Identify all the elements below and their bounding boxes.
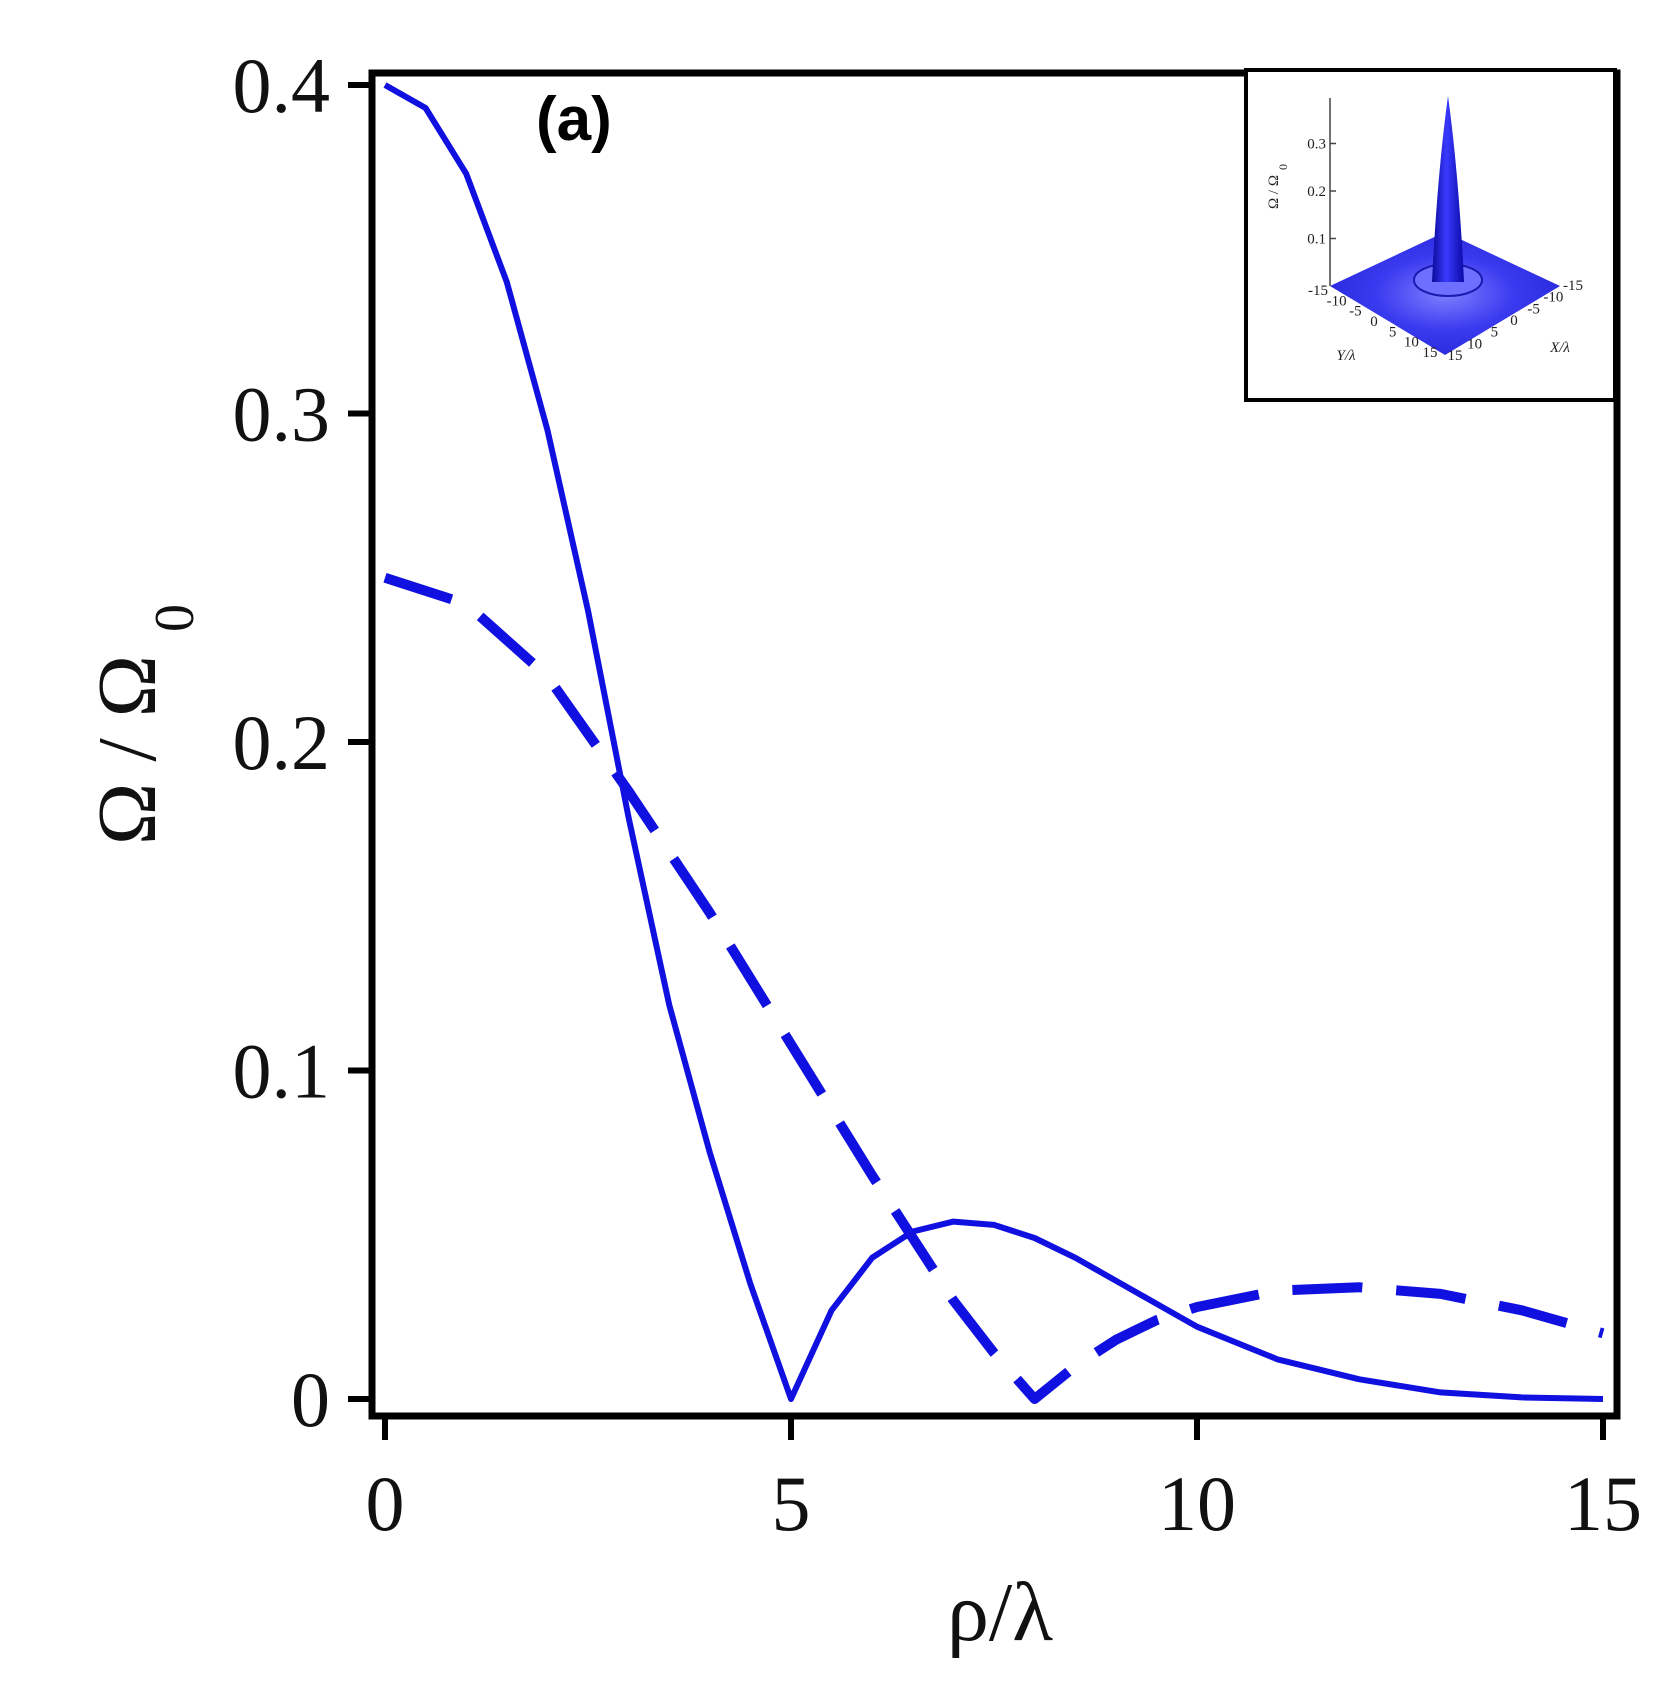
inset-y-tick-label: 15 [1423, 345, 1438, 361]
inset-z-label: Ω / Ω [1266, 175, 1282, 209]
y-tick-label: 0.2 [233, 699, 331, 786]
inset-x-tick-label: 0 [1510, 313, 1518, 329]
inset-x-tick-label: -10 [1543, 290, 1563, 306]
y-axis-label-group: Ω / Ω 0 [81, 604, 206, 845]
inset-peak [1432, 96, 1464, 282]
x-tick-label: 15 [1564, 1460, 1642, 1547]
inset-z-ticks: 0.1 0.2 0.3 [1307, 137, 1336, 248]
series-layer [383, 82, 1605, 1404]
inset-y-tick-label: -15 [1308, 283, 1328, 299]
inset-z-label-subscript: 0 [1276, 164, 1290, 170]
x-tick-label: 10 [1158, 1460, 1236, 1547]
x-axis-ticks: 0 5 10 15 [366, 1416, 1642, 1547]
y-axis-label-subscript: 0 [144, 604, 206, 632]
inset-z-tick-label: 0.3 [1307, 137, 1326, 153]
solid-series-line [383, 82, 1604, 1402]
dashed-series-line [383, 573, 1605, 1404]
inset-x-tick-label: 15 [1448, 348, 1463, 364]
inset-y-tick-label: -5 [1349, 304, 1362, 320]
inset-y-tick-label: 5 [1389, 324, 1397, 340]
y-tick-label: 0.4 [233, 42, 331, 129]
inset-x-label: X/λ [1549, 340, 1570, 356]
inset-z-label-group: Ω / Ω 0 [1266, 164, 1290, 209]
inset-x-tick-label: -5 [1527, 301, 1540, 317]
inset-y-label: Y/λ [1336, 348, 1356, 364]
inset-z-tick-label: 0.2 [1307, 184, 1326, 200]
y-axis-ticks: 0 0.1 0.2 0.3 0.4 [233, 42, 372, 1443]
x-tick-label: 0 [366, 1460, 405, 1547]
inset-x-tick-label: -15 [1563, 278, 1583, 294]
inset-x-tick-label: 10 [1467, 336, 1482, 352]
inset-x-tick-label: 5 [1491, 325, 1499, 341]
inset-z-tick-label: 0.1 [1307, 232, 1326, 248]
y-tick-label: 0 [291, 1356, 330, 1443]
x-axis-label: ρ/λ [947, 1566, 1053, 1659]
inset-y-tick-label: 10 [1404, 335, 1419, 351]
y-axis-label: Ω / Ω [81, 655, 174, 845]
inset-y-tick-label: -10 [1327, 293, 1347, 309]
panel-label: (a) [536, 85, 612, 154]
inset-y-tick-label: 0 [1370, 314, 1378, 330]
y-tick-label: 0.3 [233, 371, 331, 458]
y-tick-label: 0.1 [233, 1028, 331, 1115]
x-tick-label: 5 [772, 1460, 811, 1547]
